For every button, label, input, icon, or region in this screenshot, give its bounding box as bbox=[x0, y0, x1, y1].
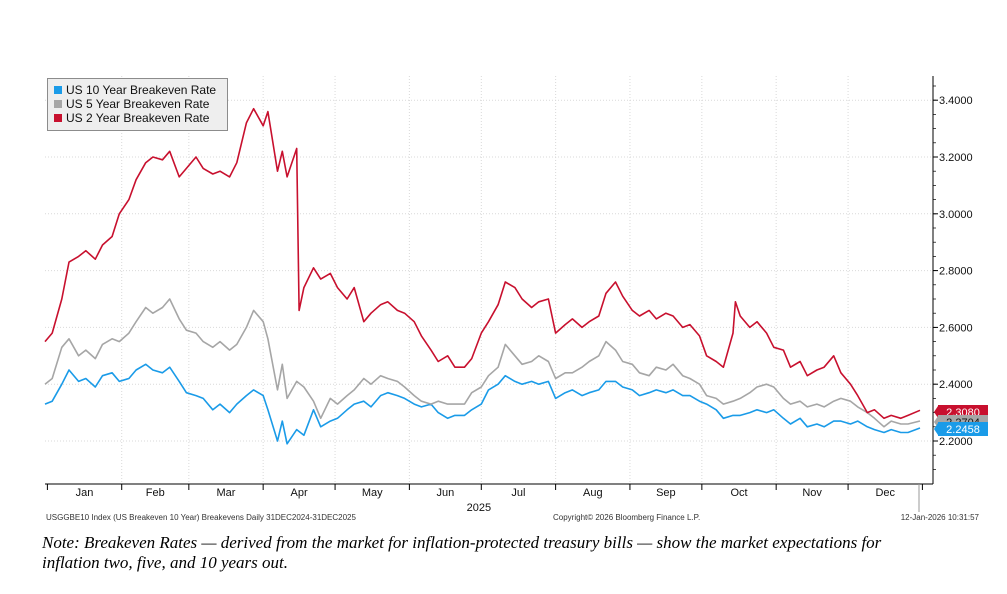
legend-item-2y: US 2 Year Breakeven Rate bbox=[54, 111, 221, 125]
x-tick-label: Nov bbox=[802, 487, 822, 499]
breakeven-chart: 3.4000 3.2000 3.0000 2.8000 2.6000 2.4000 2.20… bbox=[44, 76, 988, 514]
legend-label-5y: US 5 Year Breakeven Rate bbox=[66, 97, 210, 111]
x-tick-label: Oct bbox=[730, 487, 747, 499]
x-tick-label: Mar bbox=[217, 487, 236, 499]
series-layer bbox=[44, 107, 921, 445]
legend-item-5y: US 5 Year Breakeven Rate bbox=[54, 97, 221, 111]
x-tick-label: May bbox=[362, 487, 383, 499]
last-value-10y: 2.2458 bbox=[934, 422, 988, 436]
legend-swatch-10y bbox=[54, 86, 62, 94]
y-tick-label: 2.2000 bbox=[939, 436, 973, 448]
last-value-pointer bbox=[934, 423, 938, 435]
axes: 3.4000 3.2000 3.0000 2.8000 2.6000 2.4000 2.20… bbox=[45, 76, 973, 514]
y-tick-label: 2.6000 bbox=[939, 322, 973, 334]
x-tick-label: Feb bbox=[146, 487, 165, 499]
x-tick-label: Sep bbox=[656, 487, 676, 499]
y-tick-label: 3.2000 bbox=[939, 152, 973, 164]
x-tick-label: Aug bbox=[583, 487, 603, 499]
legend-label-2y: US 2 Year Breakeven Rate bbox=[66, 111, 210, 125]
last-value-text: 2.2458 bbox=[946, 424, 980, 436]
last-value-pointer bbox=[934, 406, 938, 418]
legend: US 10 Year Breakeven Rate US 5 Year Brea… bbox=[47, 78, 228, 131]
series-line-5y bbox=[44, 298, 921, 428]
legend-label-10y: US 10 Year Breakeven Rate bbox=[66, 83, 217, 97]
footer-copyright: Copyright© 2026 Bloomberg Finance L.P. bbox=[553, 513, 701, 522]
y-tick-label: 2.8000 bbox=[939, 266, 973, 278]
x-tick-label: Apr bbox=[291, 487, 308, 499]
note-caption: Note: Breakeven Rates — derived from the… bbox=[42, 533, 882, 572]
x-tick-label: Jun bbox=[436, 487, 454, 499]
legend-swatch-2y bbox=[54, 114, 62, 122]
last-value-box bbox=[938, 422, 988, 436]
legend-swatch-5y bbox=[54, 100, 62, 108]
legend-item-10y: US 10 Year Breakeven Rate bbox=[54, 83, 221, 97]
y-tick-label: 3.0000 bbox=[939, 209, 973, 221]
footer-timestamp: 12-Jan-2026 10:31:57 bbox=[900, 513, 979, 522]
series-line-10y bbox=[44, 363, 921, 445]
plot-area bbox=[45, 76, 933, 484]
series-line-2y bbox=[44, 107, 921, 420]
footer-source: USGGBE10 Index (US Breakeven 10 Year) Br… bbox=[46, 513, 356, 522]
y-tick-label: 2.4000 bbox=[939, 379, 973, 391]
y-tick-label: 3.4000 bbox=[939, 95, 973, 107]
x-tick-label: Dec bbox=[875, 487, 895, 499]
x-tick-label: Jul bbox=[511, 487, 525, 499]
x-year-label: 2025 bbox=[467, 502, 491, 514]
grid bbox=[45, 76, 933, 484]
x-tick-label: Jan bbox=[76, 487, 94, 499]
